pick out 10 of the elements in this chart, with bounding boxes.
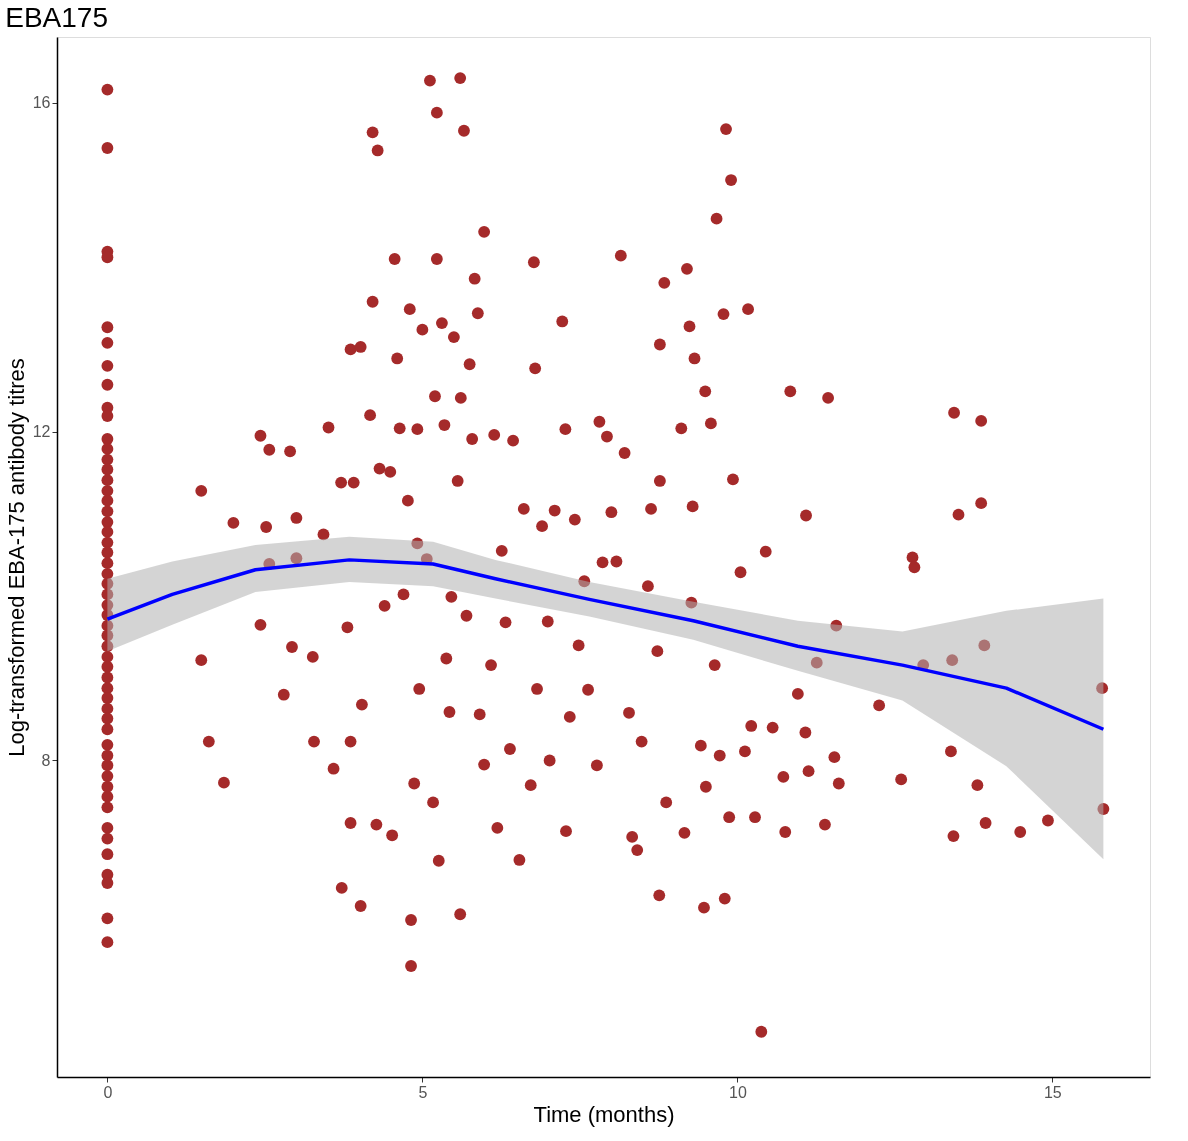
x-tick-label: 0: [103, 1083, 113, 1101]
y-tick-label: 16: [32, 94, 51, 112]
y-tick-label: 8: [41, 751, 51, 769]
x-tick-label: 5: [418, 1083, 428, 1101]
chart-title: EBA175: [5, 2, 108, 33]
x-axis-title: Time (months): [533, 1101, 675, 1127]
x-tick-label: 10: [728, 1083, 747, 1101]
x-tick-label: 15: [1043, 1083, 1062, 1101]
y-tick-label: 12: [32, 423, 51, 441]
y-axis-title: Log-transformed EBA-175 antibody titres: [3, 358, 29, 757]
